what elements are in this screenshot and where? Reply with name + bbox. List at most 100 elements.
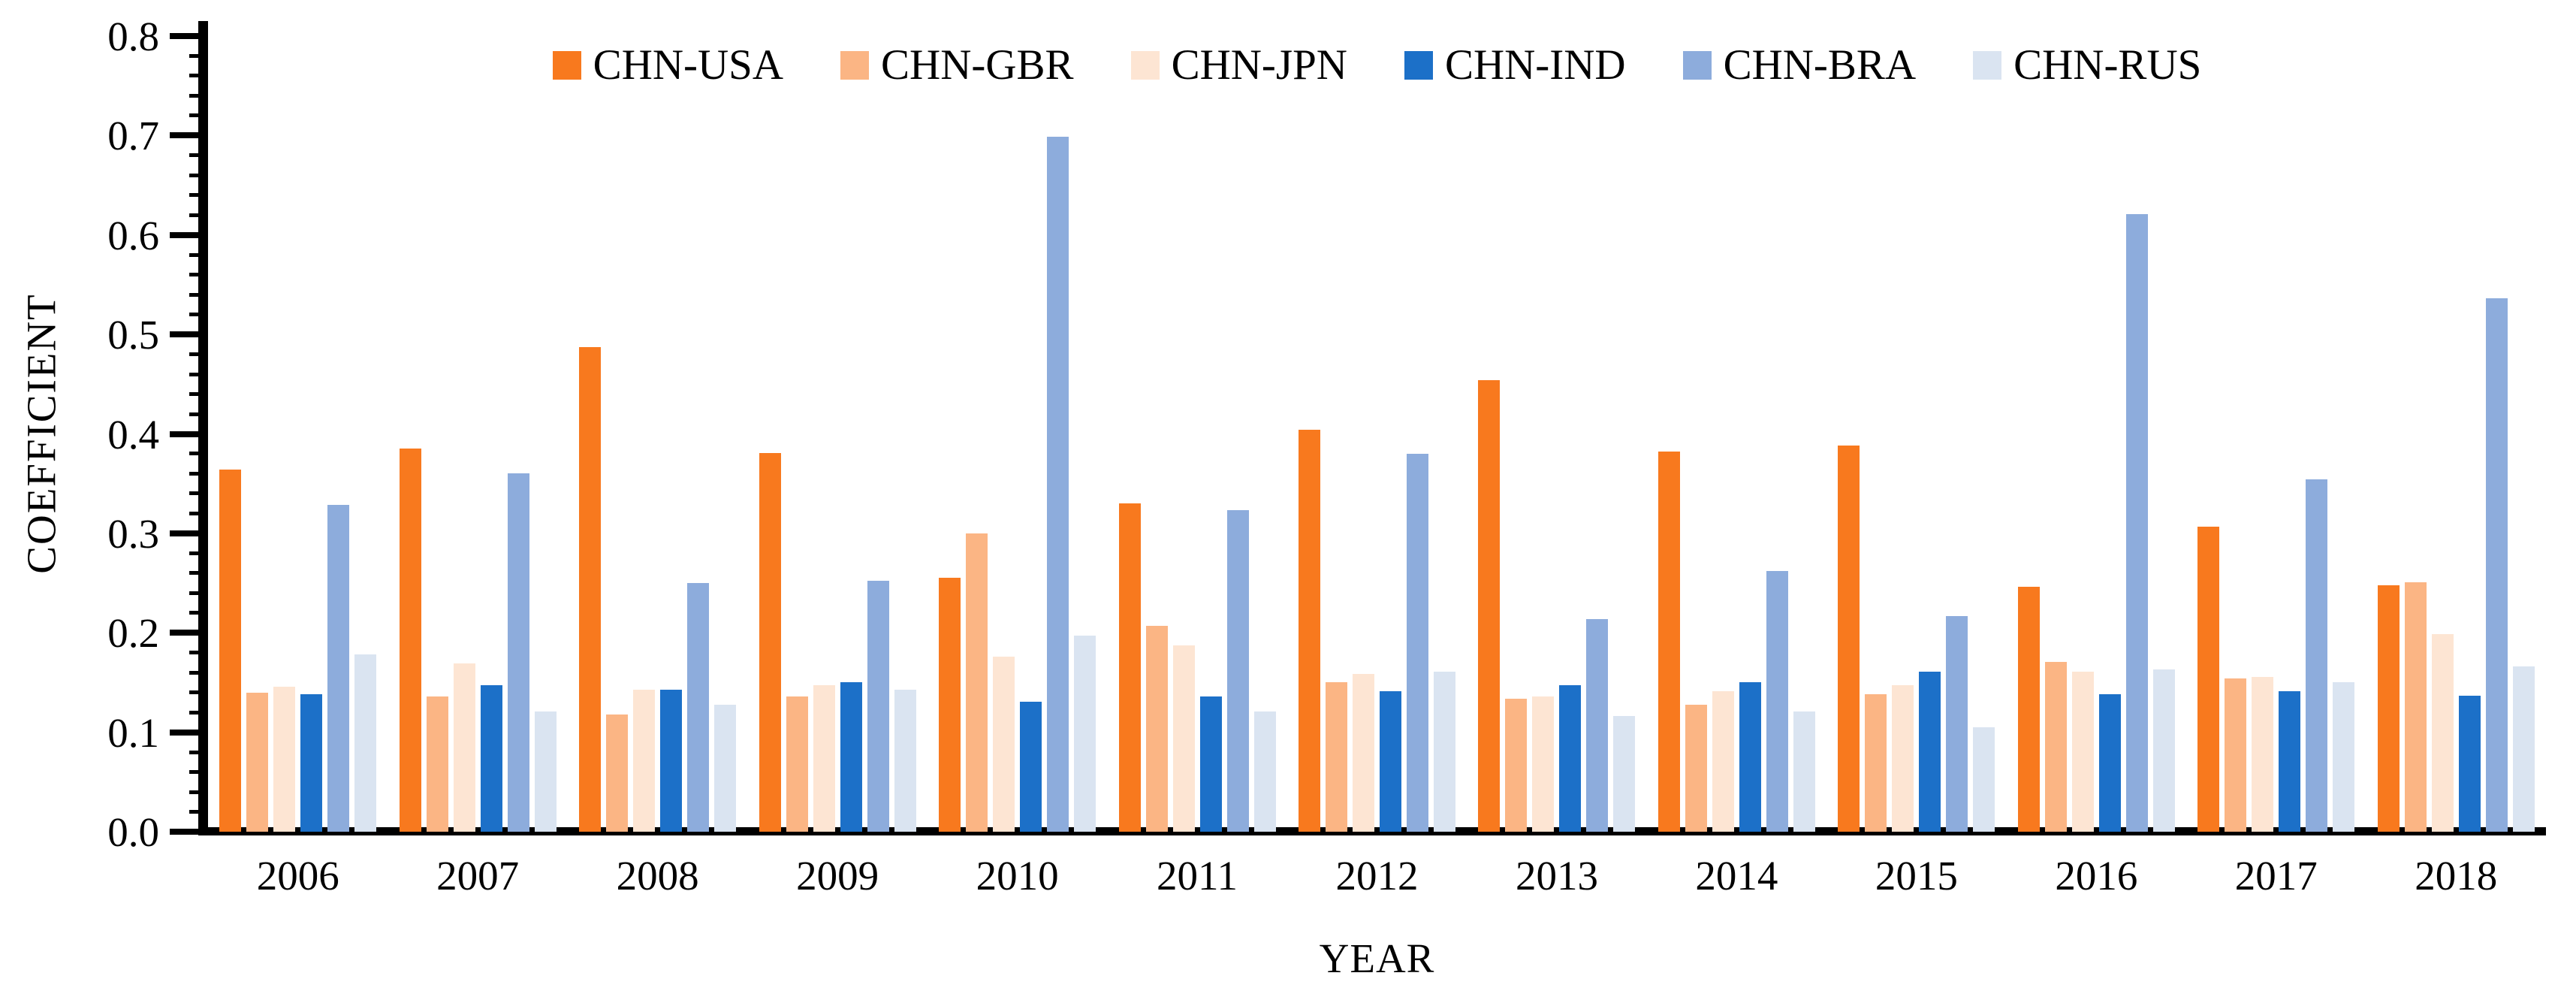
y-minor-tick — [189, 372, 208, 376]
y-minor-tick — [189, 810, 208, 814]
bar-chn-ind-2013 — [1559, 685, 1582, 832]
legend-item-chn-ind: CHN-IND — [1404, 44, 1626, 86]
y-tick-label: 0.2 — [107, 610, 159, 657]
y-tick-label: 0.0 — [107, 809, 159, 855]
bar-chn-jpn-2010 — [993, 657, 1015, 832]
x-axis-title: YEAR — [1319, 935, 1435, 981]
bar-chn-bra-2017 — [2306, 479, 2328, 832]
y-minor-tick — [189, 173, 208, 177]
y-minor-tick — [189, 292, 208, 297]
y-tick-label: 0.4 — [107, 411, 159, 458]
legend-label: CHN-GBR — [881, 41, 1074, 89]
y-major-tick — [170, 431, 198, 437]
y-tick-label: 0.1 — [107, 709, 159, 756]
bar-chn-rus-2018 — [2512, 666, 2535, 832]
x-tick-label-2018: 2018 — [2415, 853, 2498, 899]
bar-chn-usa-2015 — [1838, 446, 1860, 832]
bar-chn-bra-2011 — [1226, 510, 1249, 832]
y-tick-label: 0.7 — [107, 113, 159, 159]
y-minor-tick — [189, 491, 208, 496]
bar-chn-jpn-2014 — [1712, 691, 1734, 832]
bar-chn-ind-2008 — [660, 689, 683, 832]
y-minor-tick — [189, 213, 208, 217]
bar-chn-rus-2017 — [2333, 682, 2355, 832]
y-minor-tick — [189, 471, 208, 476]
bar-chn-jpn-2013 — [1532, 696, 1555, 832]
bar-chn-jpn-2017 — [2252, 676, 2274, 832]
bar-chn-rus-2007 — [534, 711, 557, 832]
bar-chn-bra-2010 — [1047, 136, 1069, 832]
y-major-tick — [170, 729, 198, 736]
legend-label: CHN-JPN — [1171, 41, 1347, 89]
bar-chn-usa-2013 — [1478, 380, 1501, 832]
bar-chn-gbr-2012 — [1326, 682, 1347, 832]
bar-chn-bra-2009 — [867, 581, 889, 832]
bar-chn-bra-2013 — [1586, 618, 1609, 832]
bar-chn-jpn-2006 — [273, 686, 296, 832]
y-major-tick — [170, 33, 198, 39]
y-major-tick — [170, 132, 198, 139]
bar-chn-gbr-2017 — [2225, 678, 2247, 832]
legend-swatch-icon — [1404, 50, 1433, 80]
bar-chn-bra-2007 — [507, 473, 529, 832]
bar-chn-bra-2016 — [2125, 213, 2148, 832]
x-tick-label-2015: 2015 — [1875, 853, 1958, 899]
legend-swatch-icon — [840, 50, 870, 80]
y-minor-tick — [189, 153, 208, 158]
y-minor-tick — [189, 690, 208, 695]
bar-chn-rus-2006 — [354, 654, 377, 832]
x-tick-label-2013: 2013 — [1515, 853, 1598, 899]
y-major-tick — [170, 231, 198, 238]
legend-swatch-icon — [1682, 50, 1712, 80]
bar-chn-usa-2017 — [2197, 526, 2220, 832]
bar-chn-bra-2015 — [1946, 615, 1968, 832]
bar-chn-usa-2016 — [2017, 587, 2040, 832]
y-minor-tick — [189, 53, 208, 58]
bar-chn-ind-2006 — [300, 694, 323, 832]
x-tick-label-2007: 2007 — [436, 853, 520, 899]
bar-chn-ind-2007 — [480, 685, 502, 832]
y-tick-label: 0.3 — [107, 510, 159, 557]
x-tick-label-2017: 2017 — [2234, 853, 2318, 899]
y-minor-tick — [189, 591, 208, 595]
bar-chn-gbr-2015 — [1865, 694, 1887, 832]
bar-chn-ind-2015 — [1919, 671, 1941, 832]
y-minor-tick — [189, 412, 208, 416]
bar-chn-ind-2017 — [2279, 691, 2301, 832]
bar-chn-gbr-2011 — [1145, 625, 1168, 832]
bar-chn-usa-2008 — [579, 347, 602, 832]
x-tick-label-2008: 2008 — [616, 853, 699, 899]
y-tick-label: 0.6 — [107, 212, 159, 258]
bar-chn-jpn-2011 — [1172, 645, 1195, 832]
y-minor-tick — [189, 750, 208, 754]
y-tick-label: 0.5 — [107, 312, 159, 358]
bar-chn-usa-2009 — [759, 452, 781, 832]
x-tick-label-2006: 2006 — [256, 853, 339, 899]
bar-chn-ind-2012 — [1380, 691, 1401, 832]
bar-chn-gbr-2008 — [606, 714, 629, 832]
x-tick-label-2010: 2010 — [976, 853, 1059, 899]
bar-chn-usa-2006 — [219, 470, 242, 832]
y-major-tick — [170, 331, 198, 338]
y-minor-tick — [189, 313, 208, 317]
legend-item-chn-jpn: CHN-JPN — [1130, 41, 1347, 89]
bar-chn-jpn-2008 — [633, 689, 656, 832]
y-minor-tick — [189, 710, 208, 715]
y-minor-tick — [189, 670, 208, 675]
bar-chn-bra-2006 — [327, 504, 350, 832]
bar-chn-usa-2007 — [399, 449, 421, 832]
bar-chn-jpn-2018 — [2431, 633, 2454, 832]
y-minor-tick — [189, 93, 208, 98]
bar-chn-ind-2010 — [1020, 701, 1042, 832]
bar-chn-usa-2014 — [1658, 452, 1680, 832]
legend-label: CHN-RUS — [2013, 41, 2202, 89]
bar-chn-ind-2009 — [840, 682, 862, 832]
y-minor-tick — [189, 452, 208, 456]
y-minor-tick — [189, 113, 208, 118]
y-minor-tick — [189, 74, 208, 78]
bar-chn-bra-2014 — [1766, 571, 1788, 832]
y-minor-tick — [189, 392, 208, 397]
bar-chn-gbr-2014 — [1685, 704, 1707, 832]
legend-item-chn-usa: CHN-USA — [552, 44, 783, 86]
bar-chn-jpn-2009 — [813, 685, 835, 832]
